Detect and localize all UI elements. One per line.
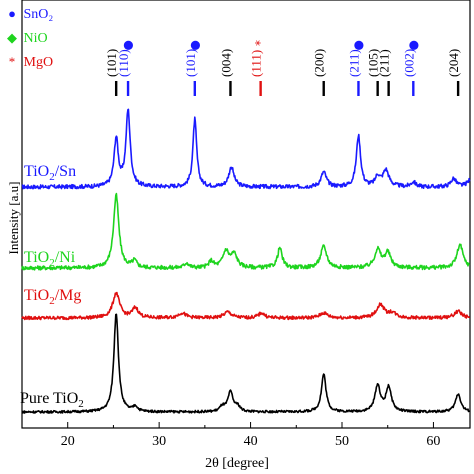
series-label-sub: 2 [49, 171, 55, 184]
peak-label: (200) [312, 49, 327, 77]
legend-item-mgo: * MgO [4, 50, 53, 74]
series-label-main: TiO [24, 287, 50, 304]
x-tick-label: 50 [335, 434, 349, 449]
peak-label: (004) [218, 49, 233, 77]
x-tick-label: 40 [244, 434, 258, 449]
legend-label: NiO [23, 31, 48, 46]
y-axis-label: Intensity [a.u] [6, 181, 21, 255]
series-label-tio2-sn: TiO2/Sn [24, 163, 76, 183]
peak-label: (111) [249, 50, 264, 77]
peak-label: (110) [116, 49, 131, 77]
peak-label: (211) [346, 49, 361, 77]
peak-phase-symbol: ● [351, 40, 365, 50]
x-axis-label: 2θ [degree] [205, 456, 269, 471]
series-label-main: Pure TiO [20, 390, 79, 407]
series-line-tio2-sn [21, 108, 471, 190]
series-label-rest: /Sn [54, 163, 77, 180]
peak-label: (101) [104, 49, 119, 77]
series-line-tio2-mg [21, 291, 471, 321]
series-label-sub: 2 [78, 398, 84, 411]
series-label-rest: /Ni [54, 249, 76, 266]
legend: ● SnO₂ ◆ NiO * MgO [4, 2, 53, 74]
peak-label: (101) [183, 49, 198, 77]
legend-symbol: ● [8, 6, 16, 21]
x-tick-label: 30 [152, 434, 166, 449]
legend-label: MgO [23, 55, 54, 70]
peak-label: (211) [377, 49, 392, 77]
peak-phase-symbol: ● [406, 40, 420, 50]
legend-symbol: * [8, 54, 16, 69]
x-tick-label: 60 [426, 434, 440, 449]
series-label-rest: /Mg [54, 287, 82, 304]
plot-frame [21, 0, 471, 429]
peak-label: (002) [401, 49, 416, 77]
peak-phase-symbol: ● [187, 40, 201, 50]
series-line-tio2-ni [21, 192, 471, 271]
series-label-sub: 2 [49, 257, 55, 270]
series-label-sub: 2 [49, 295, 55, 308]
series-label-tio2-ni: TiO2/Ni [24, 249, 75, 269]
legend-item-sno2: ● SnO₂ [4, 2, 53, 26]
legend-symbol: ◆ [7, 30, 17, 45]
peak-label: (204) [446, 49, 461, 77]
series-label-tio2-mg: TiO2/Mg [24, 287, 81, 307]
peak-label: (105) [366, 49, 381, 77]
legend-item-nio: ◆ NiO [4, 26, 53, 50]
series-label-main: TiO [24, 249, 50, 266]
series-line-pure-tio2 [21, 313, 470, 414]
series-label-main: TiO [24, 163, 50, 180]
x-tick-label: 20 [61, 434, 75, 449]
peak-phase-symbol: * [253, 40, 267, 46]
series-label-pure-tio2: Pure TiO2 [20, 390, 84, 410]
legend-label: SnO₂ [23, 7, 54, 22]
peak-phase-symbol: ● [121, 40, 135, 50]
